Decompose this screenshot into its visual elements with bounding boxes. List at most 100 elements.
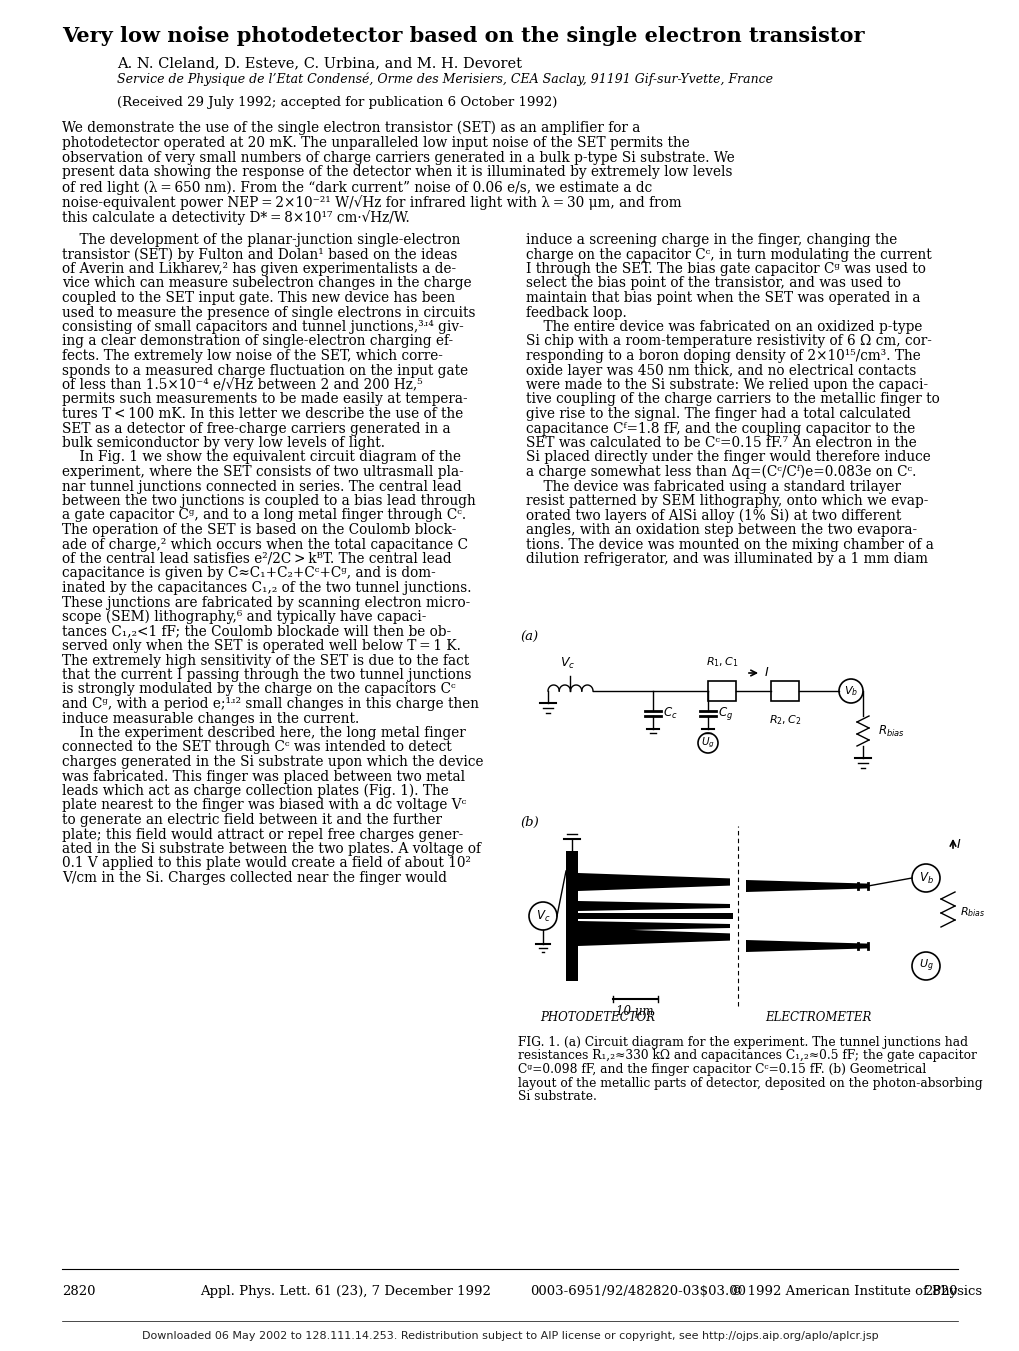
Text: coupled to the SET input gate. This new device has been: coupled to the SET input gate. This new … [62, 290, 454, 305]
Polygon shape [745, 880, 867, 892]
Polygon shape [745, 940, 867, 952]
Text: maintain that bias point when the SET was operated in a: maintain that bias point when the SET wa… [526, 290, 919, 305]
Text: We demonstrate the use of the single electron transistor (SET) as an amplifier f: We demonstrate the use of the single ele… [62, 122, 640, 135]
Text: permits such measurements to be made easily at tempera-: permits such measurements to be made eas… [62, 393, 467, 407]
Text: ing a clear demonstration of single-electron charging ef-: ing a clear demonstration of single-elec… [62, 335, 452, 349]
Text: Si substrate.: Si substrate. [518, 1090, 596, 1102]
Text: PHOTODETECTOR: PHOTODETECTOR [540, 1011, 655, 1024]
Text: (a): (a) [520, 631, 538, 644]
Polygon shape [578, 873, 730, 892]
Text: inated by the capacitances C₁,₂ of the two tunnel junctions.: inated by the capacitances C₁,₂ of the t… [62, 581, 471, 594]
Text: orated two layers of AlSi alloy (1% Si) at two different: orated two layers of AlSi alloy (1% Si) … [526, 508, 901, 523]
Text: feedback loop.: feedback loop. [526, 305, 626, 319]
Text: layout of the metallic parts of detector, deposited on the photon-absorbing: layout of the metallic parts of detector… [518, 1077, 981, 1089]
Text: plate; this field would attract or repel free charges gener-: plate; this field would attract or repel… [62, 828, 463, 842]
Bar [707, 681, 736, 701]
Text: induce measurable changes in the current.: induce measurable changes in the current… [62, 712, 359, 725]
Text: SET was calculated to be Cᶜ=0.15 fF.⁷ An electron in the: SET was calculated to be Cᶜ=0.15 fF.⁷ An… [526, 436, 916, 450]
Text: noise-equivalent power NEP = 2×10⁻²¹ W/√Hz for infrared light with λ = 30 μm, an: noise-equivalent power NEP = 2×10⁻²¹ W/√… [62, 195, 681, 209]
Text: $R_{bias}$: $R_{bias}$ [877, 723, 904, 739]
Text: consisting of small capacitors and tunnel junctions,³ʴ⁴ giv-: consisting of small capacitors and tunne… [62, 320, 464, 334]
Text: resist patterned by SEM lithography, onto which we evap-: resist patterned by SEM lithography, ont… [526, 494, 927, 508]
Text: a gate capacitor Cᵍ, and to a long metal finger through Cᶜ.: a gate capacitor Cᵍ, and to a long metal… [62, 508, 466, 523]
Text: Cᵍ=0.098 fF, and the finger capacitor Cᶜ=0.15 fF. (b) Geometrical: Cᵍ=0.098 fF, and the finger capacitor Cᶜ… [518, 1063, 925, 1075]
Text: 0003-6951/92/482820-03$03.00: 0003-6951/92/482820-03$03.00 [530, 1285, 745, 1298]
Text: Si chip with a room-temperature resistivity of 6 Ω cm, cor-: Si chip with a room-temperature resistiv… [526, 335, 931, 349]
Text: and Cᵍ, with a period e;¹ʴ² small changes in this charge then: and Cᵍ, with a period e;¹ʴ² small change… [62, 697, 479, 711]
Text: of the central lead satisfies e²/2C > kᴮT. The central lead: of the central lead satisfies e²/2C > kᴮ… [62, 553, 451, 566]
Text: $V_b$: $V_b$ [843, 684, 857, 698]
Text: charge on the capacitor Cᶜ, in turn modulating the current: charge on the capacitor Cᶜ, in turn modu… [526, 247, 930, 262]
Text: $I$: $I$ [955, 838, 961, 851]
Text: resistances R₁,₂≈330 kΩ and capacitances C₁,₂≈0.5 fF; the gate capacitor: resistances R₁,₂≈330 kΩ and capacitances… [518, 1050, 976, 1062]
Text: bulk semiconductor by very low levels of light.: bulk semiconductor by very low levels of… [62, 436, 384, 450]
Text: The development of the planar-junction single-electron: The development of the planar-junction s… [62, 232, 460, 247]
Text: of less than 1.5×10⁻⁴ e/√Hz between 2 and 200 Hz,⁵: of less than 1.5×10⁻⁴ e/√Hz between 2 an… [62, 378, 422, 392]
Text: capacitance is given by C≈C₁+C₂+Cᶜ+Cᵍ, and is dom-: capacitance is given by C≈C₁+C₂+Cᶜ+Cᵍ, a… [62, 566, 435, 581]
Text: sponds to a measured charge fluctuation on the input gate: sponds to a measured charge fluctuation … [62, 363, 468, 377]
Text: The entire device was fabricated on an oxidized p-type: The entire device was fabricated on an o… [526, 320, 921, 334]
Text: © 1992 American Institute of Physics: © 1992 American Institute of Physics [730, 1285, 981, 1298]
Text: ated in the Si substrate between the two plates. A voltage of: ated in the Si substrate between the two… [62, 842, 481, 857]
Text: $R_{bias}$: $R_{bias}$ [959, 905, 984, 919]
Text: I through the SET. The bias gate capacitor Cᵍ was used to: I through the SET. The bias gate capacit… [526, 262, 925, 276]
Text: $V_c$: $V_c$ [559, 655, 575, 671]
Text: tures T < 100 mK. In this letter we describe the use of the: tures T < 100 mK. In this letter we desc… [62, 407, 463, 422]
Text: vice which can measure subelectron changes in the charge: vice which can measure subelectron chang… [62, 277, 471, 290]
Text: photodetector operated at 20 mK. The unparalleled low input noise of the SET per: photodetector operated at 20 mK. The unp… [62, 136, 689, 150]
Text: fects. The extremely low noise of the SET, which corre-: fects. The extremely low noise of the SE… [62, 349, 442, 363]
Bar [770, 681, 798, 701]
Text: were made to the Si substrate: We relied upon the capaci-: were made to the Si substrate: We relied… [526, 378, 927, 392]
Polygon shape [578, 928, 730, 946]
Text: of red light (λ = 650 nm). From the “dark current” noise of 0.06 e/s, we estimat: of red light (λ = 650 nm). From the “dar… [62, 180, 651, 195]
Text: experiment, where the SET consists of two ultrasmall pla-: experiment, where the SET consists of tw… [62, 465, 464, 480]
Text: 10 μm: 10 μm [615, 1005, 653, 1019]
Text: 2820: 2820 [62, 1285, 96, 1298]
Text: $R_1, C_1$: $R_1, C_1$ [705, 655, 738, 669]
Text: Downloaded 06 May 2002 to 128.111.14.253. Redistribution subject to AIP license : Downloaded 06 May 2002 to 128.111.14.253… [142, 1331, 877, 1342]
Text: used to measure the presence of single electrons in circuits: used to measure the presence of single e… [62, 305, 475, 319]
Text: to generate an electric field between it and the further: to generate an electric field between it… [62, 813, 441, 827]
Text: a charge somewhat less than Δq=(Cᶜ/Cᶠ)e=0.083e on Cᶜ.: a charge somewhat less than Δq=(Cᶜ/Cᶠ)e=… [526, 465, 915, 480]
Text: of Averin and Likharev,² has given experimentalists a de-: of Averin and Likharev,² has given exper… [62, 262, 455, 276]
Text: The extremely high sensitivity of the SET is due to the fact: The extremely high sensitivity of the SE… [62, 654, 469, 667]
Bar [578, 913, 733, 919]
Text: dilution refrigerator, and was illuminated by a 1 mm diam: dilution refrigerator, and was illuminat… [526, 553, 927, 566]
Text: tions. The device was mounted on the mixing chamber of a: tions. The device was mounted on the mix… [526, 538, 933, 551]
Polygon shape [578, 901, 730, 911]
Text: In Fig. 1 we show the equivalent circuit diagram of the: In Fig. 1 we show the equivalent circuit… [62, 450, 461, 465]
Text: $V_c$: $V_c$ [535, 908, 549, 924]
Text: leads which act as charge collection plates (Fig. 1). The: leads which act as charge collection pla… [62, 784, 448, 798]
Text: Very low noise photodetector based on the single electron transistor: Very low noise photodetector based on th… [62, 26, 864, 46]
Text: $C_c$: $C_c$ [662, 705, 677, 720]
Text: that the current I passing through the two tunnel junctions: that the current I passing through the t… [62, 667, 471, 682]
Text: was fabricated. This finger was placed between two metal: was fabricated. This finger was placed b… [62, 770, 465, 784]
Text: select the bias point of the transistor, and was used to: select the bias point of the transistor,… [526, 277, 900, 290]
Text: present data showing the response of the detector when it is illuminated by extr: present data showing the response of the… [62, 165, 732, 180]
Text: 0.1 V applied to this plate would create a field of about 10²: 0.1 V applied to this plate would create… [62, 857, 471, 870]
Text: plate nearest to the finger was biased with a dc voltage Vᶜ: plate nearest to the finger was biased w… [62, 798, 466, 812]
Text: between the two junctions is coupled to a bias lead through: between the two junctions is coupled to … [62, 494, 475, 508]
Text: transistor (SET) by Fulton and Dolan¹ based on the ideas: transistor (SET) by Fulton and Dolan¹ ba… [62, 247, 457, 262]
Text: A. N. Cleland, D. Esteve, C. Urbina, and M. H. Devoret: A. N. Cleland, D. Esteve, C. Urbina, and… [117, 55, 522, 70]
Text: give rise to the signal. The finger had a total calculated: give rise to the signal. The finger had … [526, 407, 910, 422]
Text: tances C₁,₂<1 fF; the Coulomb blockade will then be ob-: tances C₁,₂<1 fF; the Coulomb blockade w… [62, 624, 450, 639]
Text: $I$: $I$ [763, 666, 768, 680]
Text: Service de Physique de l’Etat Condensé, Orme des Merisiers, CEA Saclay, 91191 Gi: Service de Physique de l’Etat Condensé, … [117, 73, 772, 86]
Text: capacitance Cᶠ=1.8 fF, and the coupling capacitor to the: capacitance Cᶠ=1.8 fF, and the coupling … [526, 422, 914, 435]
Text: angles, with an oxidation step between the two evapora-: angles, with an oxidation step between t… [526, 523, 916, 536]
Text: $C_g$: $C_g$ [717, 704, 733, 721]
Text: Appl. Phys. Lett. 61 (23), 7 December 1992: Appl. Phys. Lett. 61 (23), 7 December 19… [200, 1285, 490, 1298]
Polygon shape [578, 921, 730, 931]
Text: SET as a detector of free-charge carriers generated in a: SET as a detector of free-charge carrier… [62, 422, 450, 435]
Text: responding to a boron doping density of 2×10¹⁵/cm³. The: responding to a boron doping density of … [526, 349, 920, 363]
Text: V/cm in the Si. Charges collected near the finger would: V/cm in the Si. Charges collected near t… [62, 871, 446, 885]
Text: $U_g$: $U_g$ [918, 958, 932, 974]
Text: served only when the SET is operated well below T = 1 K.: served only when the SET is operated wel… [62, 639, 461, 653]
Text: is strongly modulated by the charge on the capacitors Cᶜ: is strongly modulated by the charge on t… [62, 682, 455, 697]
Text: FIG. 1. (a) Circuit diagram for the experiment. The tunnel junctions had: FIG. 1. (a) Circuit diagram for the expe… [518, 1036, 967, 1048]
Text: tive coupling of the charge carriers to the metallic finger to: tive coupling of the charge carriers to … [526, 393, 938, 407]
Bar [566, 851, 578, 981]
Text: Si placed directly under the finger would therefore induce: Si placed directly under the finger woul… [526, 450, 930, 465]
Text: (b): (b) [520, 816, 538, 830]
